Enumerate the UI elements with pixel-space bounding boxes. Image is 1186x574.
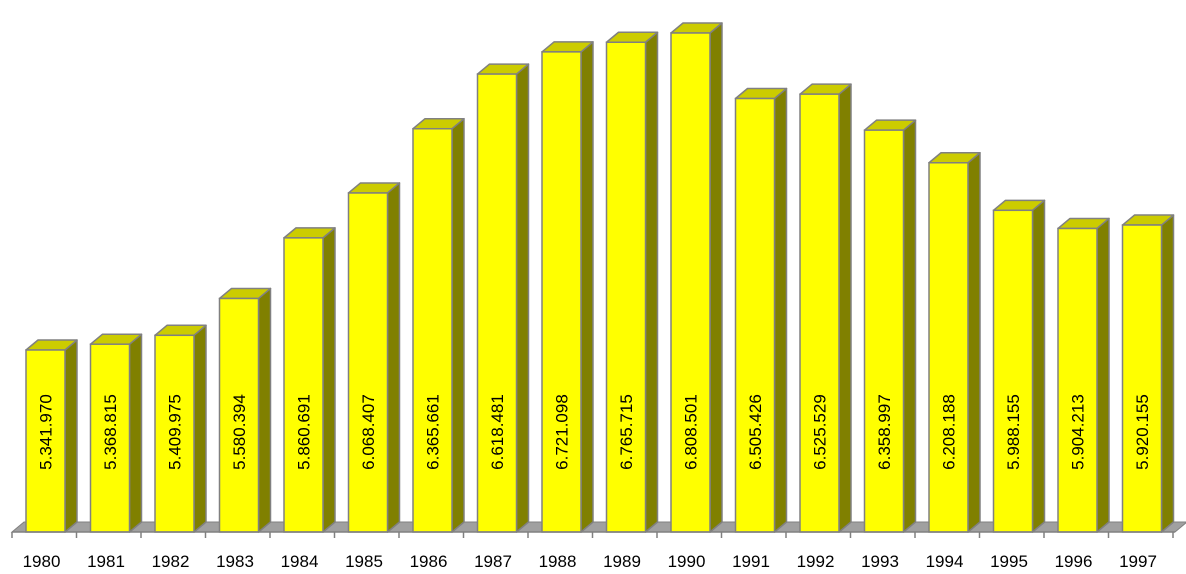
x-tick-label: 1996 [1055,552,1093,571]
bar-side [1160,214,1175,533]
data-label: 6.505.426 [746,394,765,470]
bar-front [1121,224,1163,533]
bar-side [709,22,723,533]
bars: 5.341.970 5.368.815 5.409.975 5.580.394 5.86… [25,22,1175,533]
data-label: 6.365.661 [424,394,443,470]
bar-side [1031,199,1046,533]
bar-front [799,93,840,533]
x-tick-label: 1997 [1119,552,1157,571]
data-label: 6.618.481 [488,394,507,470]
bar-front [347,192,389,533]
bar-side [386,182,401,533]
data-label: 5.580.394 [230,394,249,470]
x-tick-label: 1993 [861,552,899,571]
bar-side [193,324,207,533]
x-tick-label: 1990 [668,552,706,571]
bar-1980: 5.341.970 [25,339,78,533]
data-label: 5.920.155 [1133,394,1152,470]
x-tick-label: 1992 [797,552,835,571]
bar-front [25,349,66,533]
data-label: 6.721.098 [553,394,572,470]
bar-1981: 5.368.815 [89,333,143,533]
data-label: 6.068.407 [359,394,378,470]
x-tick-label: 1982 [152,552,190,571]
bar-1989: 6.765.715 [605,31,659,533]
x-tick-label: 1981 [87,552,125,571]
data-label: 5.341.970 [37,394,56,470]
bar-front [734,97,776,533]
bar-front [605,41,647,533]
bar-side [257,287,272,533]
x-tick-label: 1985 [345,552,383,571]
x-tick-label: 1988 [539,552,577,571]
bar-side [1096,217,1110,533]
bar-1982: 5.409.975 [154,324,207,533]
bar-1988: 6.721.098 [541,41,594,533]
bar-front [1057,227,1098,533]
bar-side [902,119,917,533]
bar-1994: 6.208.188 [928,152,981,533]
x-tick-label: 1989 [603,552,641,571]
bar-front [670,32,711,533]
x-tick-label: 1991 [732,552,770,571]
data-label: 5.988.155 [1004,394,1023,470]
x-tick-label: 1986 [410,552,448,571]
data-label: 5.860.691 [295,394,314,470]
bar-front [992,209,1034,533]
bar-1985: 6.068.407 [347,182,401,533]
bar-1995: 5.988.155 [992,199,1046,533]
bar-1993: 6.358.997 [863,119,917,533]
bar-1997: 5.920.155 [1121,214,1175,533]
bar-side [773,87,788,533]
data-label: 6.208.188 [940,394,959,470]
x-tick-label: 1994 [926,552,964,571]
x-tick-label: 1983 [216,552,254,571]
bar-1990: 6.808.501 [670,22,723,533]
data-label: 6.765.715 [617,394,636,470]
x-tick-label: 1987 [474,552,512,571]
bar-side [967,152,981,533]
bar-side [580,41,594,533]
bar-side [451,117,465,533]
bar-front [89,343,131,533]
bar-side [644,31,659,533]
x-tick-label: 1980 [23,552,61,571]
bar-side [838,83,852,533]
bar-side [322,227,336,533]
bar-1991: 6.505.426 [734,87,788,533]
bar-1992: 6.525.529 [799,83,852,533]
x-tick-label: 1995 [990,552,1028,571]
bar-1986: 6.365.661 [412,117,465,533]
bar-side [515,63,530,533]
bar-front [928,162,969,533]
bar-front [283,237,324,533]
bar-1984: 5.860.691 [283,227,336,533]
data-label: 6.525.529 [811,394,830,470]
data-label: 5.368.815 [101,394,120,470]
bar-1996: 5.904.213 [1057,217,1110,533]
x-tick-label: 1984 [281,552,319,571]
bar-side [128,333,143,533]
bar-side [64,339,78,533]
bar-front [412,127,453,533]
data-label: 5.904.213 [1069,394,1088,470]
bar-1983: 5.580.394 [218,287,272,533]
data-label: 6.358.997 [875,394,894,470]
x-axis: 1980 1981 1982 1983 1984 1985 1986 1987 1988 1989… [11,531,1175,571]
bar-1987: 6.618.481 [476,63,530,533]
bar-front [154,334,195,533]
data-label: 5.409.975 [166,394,185,470]
bar-front [863,129,905,533]
data-label: 6.808.501 [682,394,701,470]
